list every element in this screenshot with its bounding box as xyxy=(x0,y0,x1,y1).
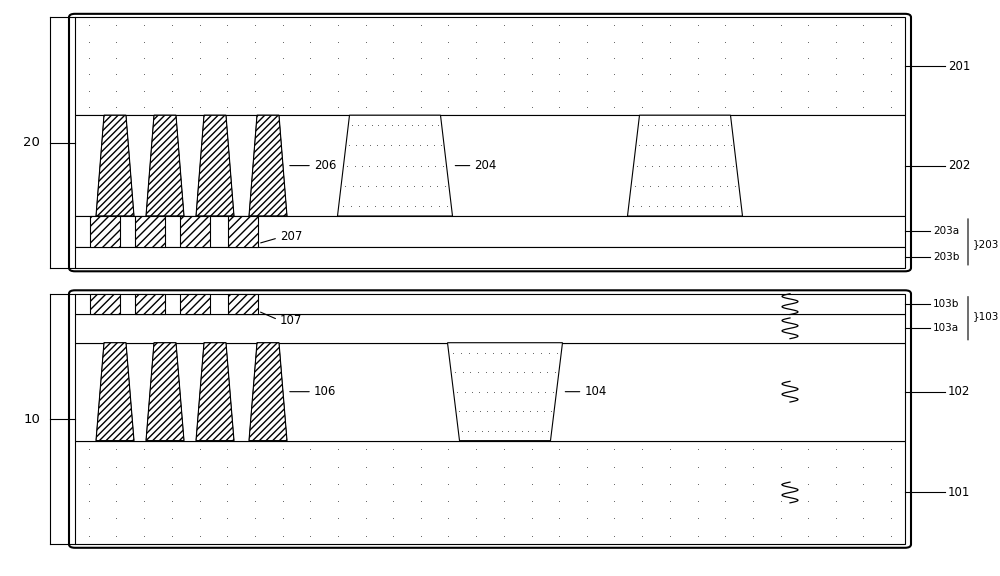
Text: }103: }103 xyxy=(973,311,999,321)
Text: }203: }203 xyxy=(973,239,999,249)
Bar xyxy=(90,216,120,247)
Bar xyxy=(135,294,165,314)
Polygon shape xyxy=(196,115,234,216)
Text: 103a: 103a xyxy=(933,323,959,334)
Bar xyxy=(180,294,210,314)
Bar xyxy=(228,294,258,314)
Text: 201: 201 xyxy=(948,60,970,73)
Text: 103b: 103b xyxy=(933,299,959,309)
Bar xyxy=(75,115,905,216)
Text: 101: 101 xyxy=(948,486,970,499)
Bar xyxy=(180,216,210,247)
Polygon shape xyxy=(338,115,452,216)
Text: 206: 206 xyxy=(314,159,336,172)
Bar xyxy=(75,17,905,115)
Bar xyxy=(228,216,258,247)
Bar xyxy=(228,294,258,314)
Bar xyxy=(135,216,165,247)
Bar xyxy=(75,314,905,343)
Text: 10: 10 xyxy=(23,412,40,426)
Polygon shape xyxy=(196,343,234,441)
Bar xyxy=(180,216,210,247)
Polygon shape xyxy=(96,343,134,441)
Polygon shape xyxy=(249,115,287,216)
Polygon shape xyxy=(249,343,287,441)
Bar xyxy=(75,294,905,314)
Polygon shape xyxy=(146,115,184,216)
Text: 107: 107 xyxy=(280,314,302,327)
Text: 207: 207 xyxy=(280,230,302,243)
Bar xyxy=(135,294,165,314)
Bar xyxy=(90,294,120,314)
Text: 20: 20 xyxy=(23,136,40,149)
Polygon shape xyxy=(146,343,184,441)
Polygon shape xyxy=(448,343,562,441)
Bar xyxy=(75,441,905,544)
Polygon shape xyxy=(628,115,742,216)
Bar xyxy=(75,216,905,247)
Text: 202: 202 xyxy=(948,159,970,172)
Bar xyxy=(135,216,165,247)
Text: 106: 106 xyxy=(314,385,336,398)
Text: 204: 204 xyxy=(475,159,497,172)
Text: 203a: 203a xyxy=(933,226,959,236)
Polygon shape xyxy=(96,115,134,216)
Text: 203b: 203b xyxy=(933,252,959,262)
Text: 102: 102 xyxy=(948,385,970,398)
Bar xyxy=(90,294,120,314)
Bar xyxy=(75,247,905,268)
Bar xyxy=(90,216,120,247)
Bar xyxy=(228,216,258,247)
Bar xyxy=(75,343,905,441)
Bar xyxy=(180,294,210,314)
Text: 104: 104 xyxy=(584,385,607,398)
